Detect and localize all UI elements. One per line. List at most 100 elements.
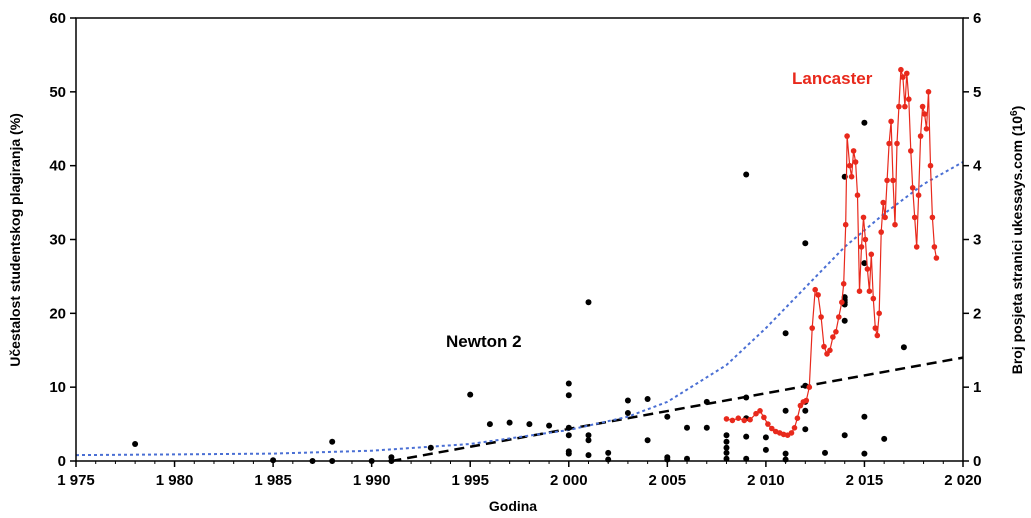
plagiarism-study-point bbox=[565, 424, 572, 431]
plagiarism-study-point bbox=[565, 432, 572, 439]
y-left-tick-label: 60 bbox=[49, 10, 66, 27]
y-right-tick-label: 4 bbox=[973, 158, 982, 175]
y-left-axis-title: Učestalost studentskog plagiranja (%) bbox=[7, 113, 23, 367]
y-right-axis-title-exponent: 6 bbox=[1009, 110, 1020, 116]
lancaster-point bbox=[765, 421, 771, 427]
plagiarism-study-point bbox=[644, 437, 651, 444]
x-tick-label: 2 020 bbox=[944, 472, 982, 489]
y-right-tick-label: 1 bbox=[973, 379, 981, 396]
plagiarism-study-point bbox=[427, 444, 434, 451]
plagiarism-study-point bbox=[467, 391, 474, 398]
lancaster-point bbox=[915, 192, 922, 198]
y-right-axis-title-close: ) bbox=[1009, 106, 1025, 111]
lancaster-point bbox=[892, 221, 898, 228]
lancaster-point bbox=[888, 118, 894, 125]
x-tick-label: 2 010 bbox=[747, 472, 785, 489]
lancaster-point bbox=[839, 299, 845, 306]
lancaster-point bbox=[815, 292, 821, 298]
lancaster-point bbox=[886, 140, 892, 147]
plagiarism-study-point bbox=[703, 424, 710, 431]
plagiarism-study-point bbox=[723, 449, 730, 456]
lancaster-point bbox=[902, 103, 908, 110]
y-left-tick-label: 10 bbox=[49, 379, 66, 396]
lancaster-point bbox=[833, 329, 839, 335]
plagiarism-study-point bbox=[526, 421, 533, 428]
x-tick-label: 1 995 bbox=[451, 472, 489, 489]
newton-trend-line bbox=[391, 356, 964, 463]
x-tick-label: 2 000 bbox=[550, 472, 588, 489]
annotation-newton-2: Newton 2 bbox=[446, 332, 522, 351]
plagiarism-study-point bbox=[841, 317, 848, 324]
plagiarism-study-point bbox=[743, 171, 750, 178]
plagiarism-study-point bbox=[743, 394, 750, 401]
lancaster-point bbox=[880, 199, 886, 206]
plagiarism-study-point bbox=[506, 419, 513, 426]
plagiarism-study-point bbox=[762, 446, 769, 453]
lancaster-point bbox=[794, 415, 801, 422]
lancaster-point bbox=[850, 148, 857, 154]
plagiarism-study-point bbox=[782, 330, 789, 337]
plagiarism-study-point bbox=[723, 438, 730, 445]
plagiarism-study-point bbox=[841, 432, 848, 439]
x-tick-label: 1 990 bbox=[353, 472, 391, 489]
lancaster-point bbox=[864, 266, 871, 272]
x-axis-title: Godina bbox=[489, 498, 537, 514]
plagiarism-study-point bbox=[605, 449, 612, 456]
plagiarism-study-point bbox=[585, 452, 592, 459]
y-right-axis-title-base: Broj posjeta stranici ukessays.com (10 bbox=[1009, 116, 1025, 375]
axis-layer bbox=[70, 17, 969, 467]
lancaster-point bbox=[806, 384, 813, 391]
plagiarism-study-point bbox=[585, 432, 592, 439]
plagiarism-study-point bbox=[861, 119, 868, 126]
lancaster-point bbox=[860, 214, 867, 221]
lancaster-point bbox=[927, 162, 934, 169]
lancaster-point bbox=[812, 286, 818, 293]
lancaster-point bbox=[757, 408, 763, 414]
plagiarism-study-point bbox=[546, 422, 553, 429]
x-tick-label: 2 005 bbox=[649, 472, 687, 489]
plagiarism-study-point bbox=[624, 397, 631, 404]
lancaster-point bbox=[852, 159, 859, 165]
y-right-tick-label: 0 bbox=[973, 453, 981, 470]
y-right-tick-label: 3 bbox=[973, 232, 981, 249]
lancaster-point bbox=[856, 288, 863, 295]
lancaster-point bbox=[898, 66, 904, 73]
lancaster-point bbox=[904, 70, 910, 77]
annotation-lancaster: Lancaster bbox=[792, 69, 873, 88]
lancaster-point bbox=[821, 343, 827, 350]
y-right-tick-label: 2 bbox=[973, 305, 981, 322]
x-tick-label: 1 985 bbox=[254, 472, 292, 489]
lancaster-point bbox=[723, 416, 730, 422]
lancaster-point bbox=[862, 236, 869, 243]
plagiarism-study-point bbox=[565, 380, 572, 387]
plagiarism-study-point bbox=[802, 240, 809, 247]
lancaster-point bbox=[735, 415, 742, 422]
y-left-tick-label: 50 bbox=[49, 84, 66, 101]
plagiarism-study-point bbox=[486, 421, 493, 428]
lancaster-point bbox=[836, 314, 842, 320]
lancaster-series-line bbox=[726, 69, 937, 436]
plagiarism-study-point bbox=[762, 434, 769, 441]
lancaster-point bbox=[827, 347, 833, 354]
lancaster-point bbox=[741, 417, 747, 424]
lancaster-point bbox=[803, 397, 810, 404]
tick-label-layer: 1 975 1 980 1 985 1 990 1 995 2 000 2 005 2 010… bbox=[49, 10, 982, 489]
plagiarism-study-point bbox=[565, 450, 572, 457]
y-left-tick-label: 20 bbox=[49, 305, 66, 322]
lancaster-point bbox=[729, 417, 736, 424]
lancaster-point bbox=[809, 325, 815, 331]
plagiarism-study-point bbox=[861, 413, 868, 420]
series-layer bbox=[132, 66, 940, 464]
plagiarism-study-point bbox=[723, 444, 730, 451]
x-tick-label: 1 975 bbox=[57, 472, 95, 489]
y-left-tick-label: 30 bbox=[49, 232, 66, 249]
lancaster-point bbox=[882, 214, 888, 221]
lancaster-point bbox=[909, 185, 916, 191]
lancaster-point bbox=[911, 214, 918, 221]
lancaster-point bbox=[929, 214, 936, 221]
lancaster-point bbox=[868, 251, 875, 258]
y-left-tick-label: 0 bbox=[58, 453, 66, 470]
lancaster-point bbox=[890, 177, 896, 184]
lancaster-point bbox=[878, 229, 884, 235]
